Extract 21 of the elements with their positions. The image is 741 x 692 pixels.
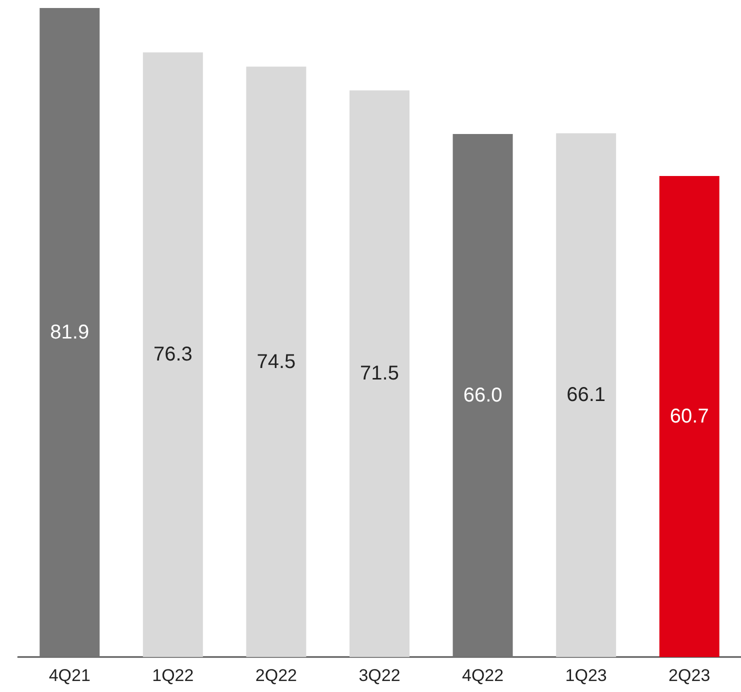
data-label: 60.7	[670, 406, 709, 428]
bar	[246, 66, 306, 657]
bar	[40, 8, 100, 657]
data-label: 76.3	[153, 344, 192, 366]
data-label: 81.9	[50, 322, 90, 344]
x-tick-label: 4Q22	[462, 666, 504, 685]
bar	[659, 176, 720, 657]
data-label: 74.5	[256, 350, 296, 373]
data-label: 66.1	[566, 384, 606, 406]
x-tick-label: 2Q22	[255, 666, 298, 685]
x-tick-label: 1Q22	[152, 666, 194, 685]
x-tick-label: 3Q22	[358, 666, 400, 685]
data-label: 66.0	[463, 384, 502, 406]
x-tick-label: 2Q23	[668, 666, 710, 685]
bar	[350, 90, 410, 657]
bar	[142, 52, 203, 657]
bar	[556, 133, 616, 657]
x-tick-label: 1Q23	[565, 666, 607, 685]
bar	[452, 134, 513, 657]
data-label: 71.5	[360, 362, 399, 385]
x-tick-label: 4Q21	[48, 666, 90, 685]
